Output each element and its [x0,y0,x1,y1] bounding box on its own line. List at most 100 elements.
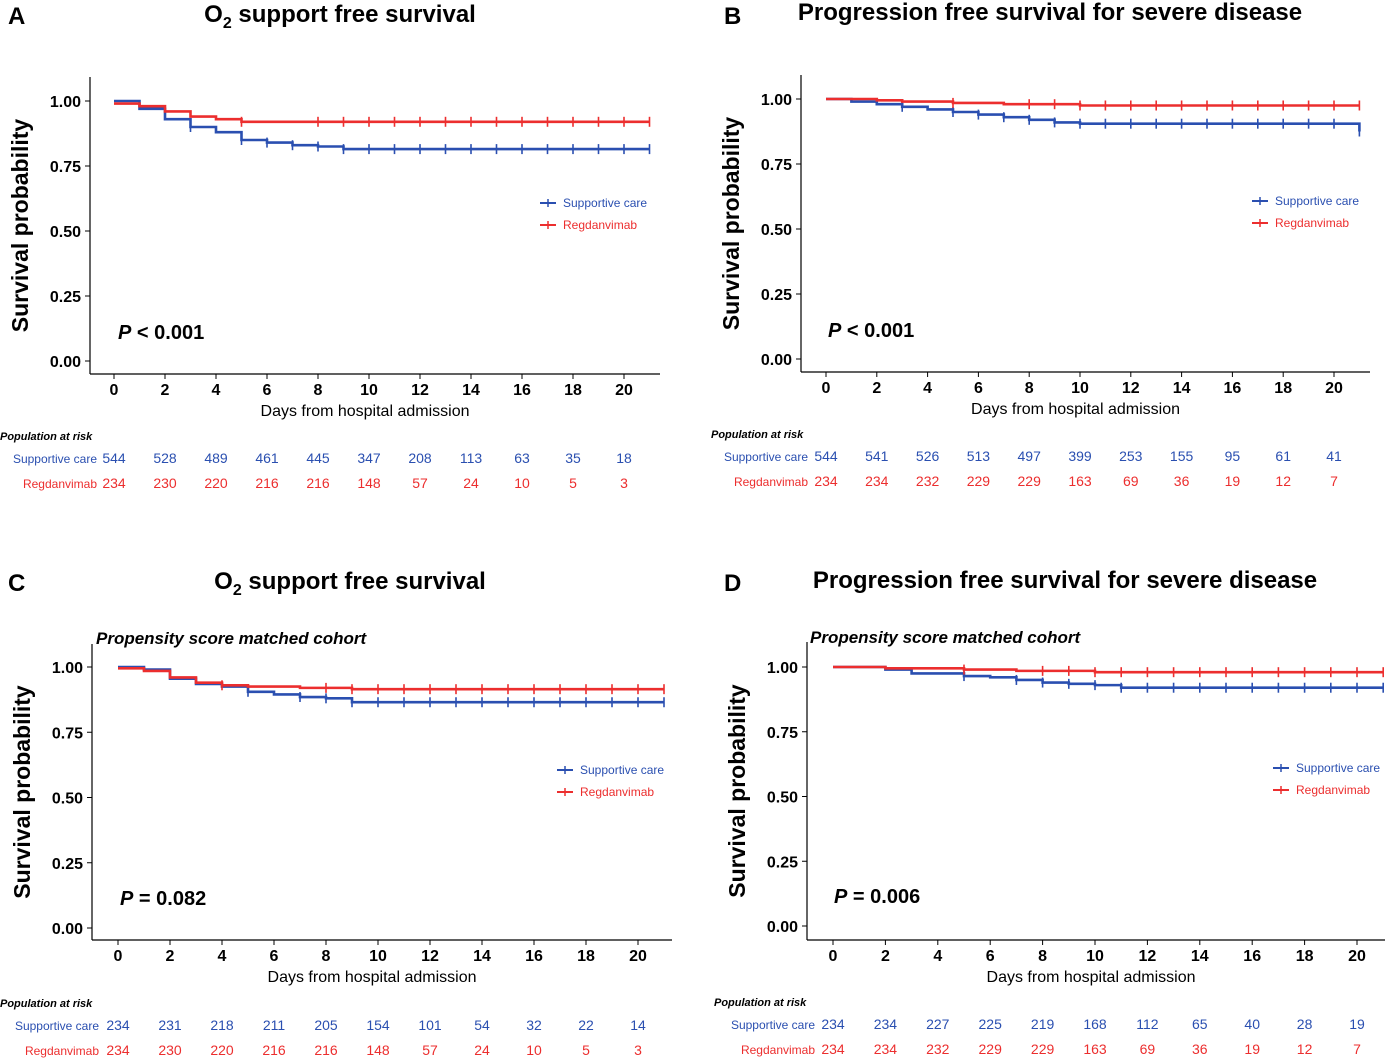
risk-table-value: 69 [1123,473,1139,489]
y-tick-label: 1.00 [761,92,792,109]
p-value-text: < 0.001 [841,320,914,342]
risk-table-value: 163 [1083,1041,1107,1057]
risk-table-value: 36 [1174,473,1190,489]
y-tick-label: 0.25 [50,289,81,306]
x-tick-label: 12 [1122,380,1140,397]
panel-title: O2 support free survival [204,1,476,32]
risk-table-value: 234 [102,475,126,491]
x-tick-label: 12 [421,948,439,965]
km-curve-regdanvimab [833,665,1384,674]
y-tick-label: 0.00 [767,919,798,936]
risk-table-value: 461 [255,450,279,466]
risk-table-value: 163 [1068,473,1092,489]
risk-table-value: 234 [874,1041,898,1057]
risk-table-value: 101 [418,1017,442,1033]
panel-title: O2 support free survival [214,568,486,599]
risk-table-value: 19 [1225,473,1241,489]
x-tick-label: 20 [1348,948,1366,965]
x-tick-label: 18 [564,382,582,399]
risk-table-group-label: Supportive care [724,450,808,464]
risk-table-value: 253 [1119,448,1143,464]
x-tick-label: 10 [1086,948,1104,965]
x-tick-label: 10 [360,382,378,399]
km-curve-regdanvimab [114,102,650,124]
x-tick-label: 6 [270,948,279,965]
x-tick-label: 8 [1038,948,1047,965]
risk-table-value: 231 [158,1017,182,1033]
risk-table-group-label: Regdanvimab [25,1044,99,1058]
y-tick-label: 0.75 [52,725,83,742]
x-tick-label: 18 [577,948,595,965]
risk-table-group-label: Supportive care [15,1019,99,1033]
x-tick-label: 18 [1274,380,1292,397]
risk-table-value: 5 [582,1042,590,1058]
risk-table-value: 234 [821,1016,845,1032]
risk-table-value: 36 [1192,1041,1208,1057]
risk-table-value: 216 [255,475,279,491]
y-tick-label: 0.50 [50,224,81,241]
panel-d: D Progression free survival for severe di… [714,567,1385,1057]
y-axis-title: Survival probability [9,685,35,899]
km-curve-regdanvimab [826,97,1360,107]
risk-table-value: 234 [814,473,838,489]
x-tick-label: 14 [1191,948,1209,965]
y-axis-title: Survival probability [7,119,33,333]
panel-title: Progression free survival for severe dis… [813,567,1317,594]
risk-table-value: 544 [102,450,126,466]
legend-label: Supportive care [1275,194,1359,208]
legend-label: Supportive care [1296,761,1380,775]
risk-table-group-label: Regdanvimab [741,1043,815,1057]
risk-table-value: 218 [210,1017,234,1033]
p-value-text: = 0.082 [133,888,206,910]
km-curve-supportive-care [826,97,1361,132]
p-value-label: P [120,888,134,910]
risk-table-value: 5 [569,475,577,491]
risk-table-value: 513 [967,448,991,464]
x-axis-title: Days from hospital admission [268,969,477,986]
risk-table-value: 168 [1083,1016,1107,1032]
panel-title-main: O [204,1,223,28]
x-tick-label: 2 [161,382,170,399]
x-tick-label: 0 [110,382,119,399]
risk-table-value: 229 [1031,1041,1055,1057]
risk-table-value: 148 [366,1042,390,1058]
panel-letter: C [8,570,25,597]
x-tick-label: 6 [974,380,983,397]
risk-table-value: 219 [1031,1016,1055,1032]
panel-title-rest: support free survival [242,568,486,595]
km-curve-supportive-care [118,665,664,704]
risk-table-value: 14 [630,1017,646,1033]
risk-table-group-label: Supportive care [13,452,97,466]
risk-table-value: 41 [1326,448,1342,464]
risk-table-value: 497 [1018,448,1042,464]
p-value-text: < 0.001 [131,322,204,344]
panel-a: A O2 support free survival0.000.250.500.7… [0,1,660,491]
legend-label: Regdanvimab [1296,783,1370,797]
risk-table-header: Population at risk [0,431,93,443]
risk-table-value: 230 [153,475,177,491]
panel-letter: B [724,3,741,30]
p-value-text: = 0.006 [847,886,920,908]
risk-table-value: 113 [460,450,483,466]
risk-table-value: 234 [106,1017,130,1033]
risk-table-value: 208 [408,450,432,466]
x-tick-label: 16 [525,948,543,965]
risk-table-value: 22 [578,1017,594,1033]
risk-table-value: 57 [412,475,428,491]
risk-table-value: 24 [474,1042,490,1058]
x-tick-label: 4 [933,948,942,965]
legend-label: Supportive care [580,763,664,777]
risk-table-header: Population at risk [0,998,93,1010]
x-axis-title: Days from hospital admission [987,969,1196,986]
risk-table-value: 154 [366,1017,390,1033]
x-axis-title: Days from hospital admission [261,403,470,420]
x-tick-label: 2 [166,948,175,965]
risk-table-header: Population at risk [714,997,807,1009]
x-tick-label: 20 [629,948,647,965]
x-tick-label: 6 [263,382,272,399]
legend-label: Regdanvimab [1275,216,1349,230]
risk-table-value: 35 [565,450,581,466]
y-tick-label: 0.25 [52,856,83,873]
